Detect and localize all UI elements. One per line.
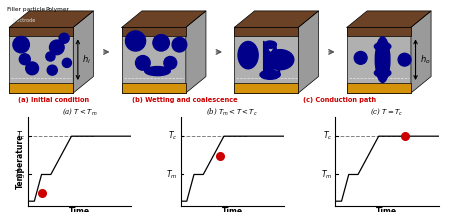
Text: $T_m$: $T_m$: [14, 168, 25, 181]
FancyBboxPatch shape: [347, 83, 411, 93]
Circle shape: [62, 58, 71, 67]
FancyBboxPatch shape: [234, 27, 298, 93]
Title: (a) $T < T_m$: (a) $T < T_m$: [62, 106, 98, 117]
Text: (c) Conduction path: (c) Conduction path: [303, 97, 377, 103]
Circle shape: [50, 40, 64, 55]
Circle shape: [354, 52, 367, 64]
Ellipse shape: [374, 69, 391, 77]
FancyBboxPatch shape: [122, 83, 186, 93]
Polygon shape: [347, 11, 431, 27]
Polygon shape: [73, 11, 93, 93]
Circle shape: [13, 36, 30, 53]
Circle shape: [172, 37, 187, 52]
Ellipse shape: [264, 41, 276, 48]
FancyBboxPatch shape: [122, 27, 186, 36]
Ellipse shape: [375, 37, 390, 82]
Circle shape: [136, 56, 150, 70]
FancyBboxPatch shape: [9, 83, 73, 93]
Text: $h_i$: $h_i$: [83, 53, 91, 66]
Circle shape: [126, 31, 145, 51]
Circle shape: [46, 52, 55, 61]
Text: $T_c$: $T_c$: [15, 130, 25, 142]
Circle shape: [153, 35, 169, 51]
Circle shape: [164, 56, 177, 69]
Y-axis label: Temperature: Temperature: [16, 133, 25, 189]
Ellipse shape: [374, 42, 391, 51]
Polygon shape: [411, 11, 431, 93]
Polygon shape: [298, 11, 318, 93]
FancyBboxPatch shape: [347, 27, 411, 93]
Text: Filler particle: Filler particle: [7, 7, 45, 12]
X-axis label: Time: Time: [376, 207, 398, 212]
FancyBboxPatch shape: [234, 83, 298, 93]
Title: (c) $T = T_c$: (c) $T = T_c$: [370, 106, 404, 117]
Circle shape: [19, 54, 30, 65]
Text: $T_m$: $T_m$: [321, 168, 332, 181]
Text: (a) Initial condition: (a) Initial condition: [18, 97, 90, 103]
Polygon shape: [264, 41, 280, 78]
Circle shape: [47, 65, 57, 75]
Circle shape: [59, 33, 69, 43]
Text: $T_c$: $T_c$: [323, 130, 332, 142]
Ellipse shape: [144, 67, 170, 76]
FancyBboxPatch shape: [9, 27, 73, 36]
Title: (b) $T_m < T < T_c$: (b) $T_m < T < T_c$: [206, 106, 258, 117]
Polygon shape: [234, 11, 318, 27]
Circle shape: [398, 53, 411, 66]
Text: $h_o$: $h_o$: [420, 53, 431, 66]
X-axis label: Time: Time: [69, 207, 91, 212]
Text: $T_m$: $T_m$: [166, 168, 177, 181]
FancyBboxPatch shape: [9, 27, 73, 93]
Ellipse shape: [238, 42, 258, 69]
Polygon shape: [9, 11, 93, 27]
Text: (b) Wetting and coalescence: (b) Wetting and coalescence: [132, 97, 238, 103]
Ellipse shape: [260, 70, 280, 79]
Polygon shape: [122, 11, 206, 27]
Text: $T_c$: $T_c$: [168, 130, 177, 142]
Text: Polymer: Polymer: [45, 7, 69, 12]
Text: Electrode: Electrode: [12, 86, 35, 91]
X-axis label: Time: Time: [221, 207, 243, 212]
Circle shape: [26, 62, 38, 75]
FancyBboxPatch shape: [122, 27, 186, 93]
FancyBboxPatch shape: [347, 27, 411, 36]
FancyBboxPatch shape: [234, 27, 298, 36]
Text: Electrode: Electrode: [12, 18, 35, 23]
Polygon shape: [186, 11, 206, 93]
Ellipse shape: [266, 50, 294, 70]
